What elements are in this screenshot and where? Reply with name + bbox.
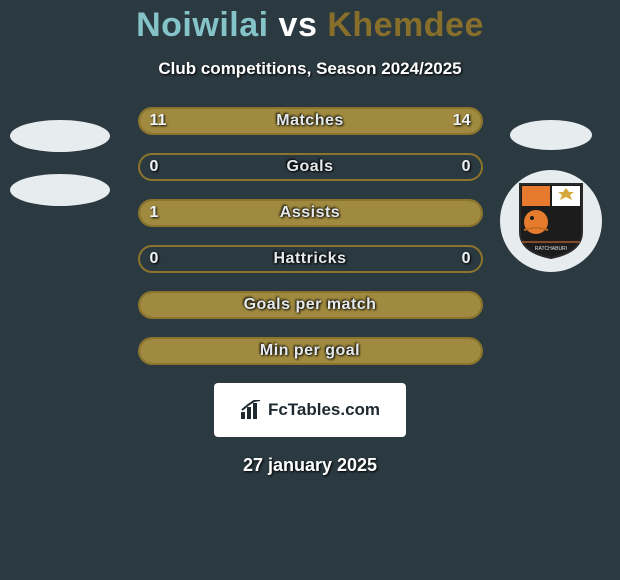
stat-label: Goals <box>138 153 483 181</box>
player1-name: Noiwilai <box>136 6 268 44</box>
stat-row: Goals per match <box>138 291 483 319</box>
stat-row: Goals0 0 <box>138 153 483 181</box>
stat-row: Matches11 14 <box>138 107 483 135</box>
player1-avatar-placeholder <box>10 120 110 152</box>
stat-row: Min per goal <box>138 337 483 365</box>
subtitle: Club competitions, Season 2024/2025 <box>0 59 620 79</box>
stat-value-left: 11 <box>150 107 167 135</box>
svg-text:RATCHABURI: RATCHABURI <box>535 246 567 252</box>
brand-chart-icon <box>240 400 262 420</box>
player2-avatar-placeholder <box>510 120 592 150</box>
stat-label: Matches <box>138 107 483 135</box>
stat-label: Goals per match <box>138 291 483 319</box>
stat-label: Hattricks <box>138 245 483 273</box>
stat-row: Assists1 <box>138 199 483 227</box>
stat-value-right: 14 <box>453 107 471 135</box>
player1-avatar-placeholder-2 <box>10 174 110 206</box>
club-badge: RATCHABURI <box>500 170 602 272</box>
shield-icon: RATCHABURI <box>516 182 586 260</box>
brand-box[interactable]: FcTables.com <box>214 383 406 437</box>
stats-bars: Matches1114Goals00Assists1Hattricks00Goa… <box>138 107 483 365</box>
stat-label: Min per goal <box>138 337 483 365</box>
stat-label: Assists <box>138 199 483 227</box>
stat-value-left: 0 <box>150 245 159 273</box>
stat-value-left: 0 <box>150 153 159 181</box>
stat-value-right: 0 <box>462 153 471 181</box>
brand-text: FcTables.com <box>268 400 380 420</box>
stat-row: Hattricks0 0 <box>138 245 483 273</box>
footer-date: 27 january 2025 <box>0 455 620 476</box>
stat-value-left: 1 <box>150 199 159 227</box>
stat-value-right: 0 <box>462 245 471 273</box>
page-title: Noiwilai vs Khemdee <box>0 0 620 45</box>
player2-name: Khemdee <box>327 6 484 44</box>
title-separator: vs <box>279 6 318 44</box>
